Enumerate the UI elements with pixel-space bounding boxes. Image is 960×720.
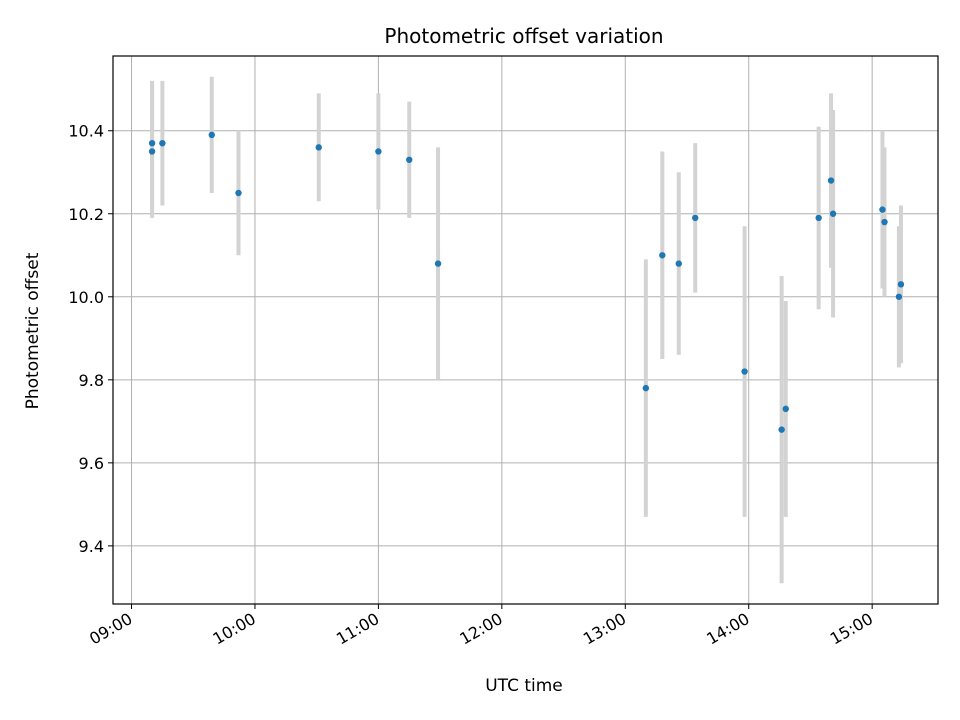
- data-point: [692, 214, 699, 222]
- y-axis-ticks: 9.4 9.6 9.8 10.0 10.2 10.4: [68, 122, 113, 556]
- data-points: [148, 131, 905, 433]
- y-axis-label: Photometric offset: [23, 252, 43, 409]
- data-point: [159, 139, 166, 147]
- data-point: [829, 210, 837, 217]
- data-point: [815, 214, 822, 222]
- data-point: [897, 281, 905, 288]
- data-point: [375, 148, 382, 155]
- x-axis-label: UTC time: [485, 676, 563, 696]
- data-point: [881, 218, 888, 226]
- y-tick-label: 10.0: [68, 288, 104, 307]
- plot-frame: [112, 55, 939, 605]
- data-point: [782, 405, 789, 413]
- data-point: [675, 260, 682, 267]
- data-point: [659, 252, 666, 259]
- data-point: [434, 260, 442, 267]
- data-point: [148, 148, 156, 155]
- data-point: [827, 177, 835, 184]
- data-point: [208, 131, 215, 139]
- data-point: [642, 384, 650, 392]
- data-point: [406, 156, 413, 163]
- y-tick-label: 9.8: [79, 371, 104, 390]
- y-tick-label: 10.4: [68, 122, 104, 141]
- grid-lines: [113, 56, 938, 604]
- data-point: [741, 368, 748, 375]
- y-tick-label: 9.4: [79, 537, 104, 556]
- data-point: [879, 206, 886, 213]
- data-point: [895, 293, 903, 300]
- data-point: [235, 189, 242, 197]
- y-tick-label: 10.2: [68, 205, 104, 224]
- data-point: [315, 144, 322, 151]
- data-point: [778, 426, 785, 433]
- data-point: [148, 139, 156, 147]
- chart-title: Photometric offset variation: [384, 24, 663, 48]
- y-tick-label: 9.6: [79, 454, 104, 473]
